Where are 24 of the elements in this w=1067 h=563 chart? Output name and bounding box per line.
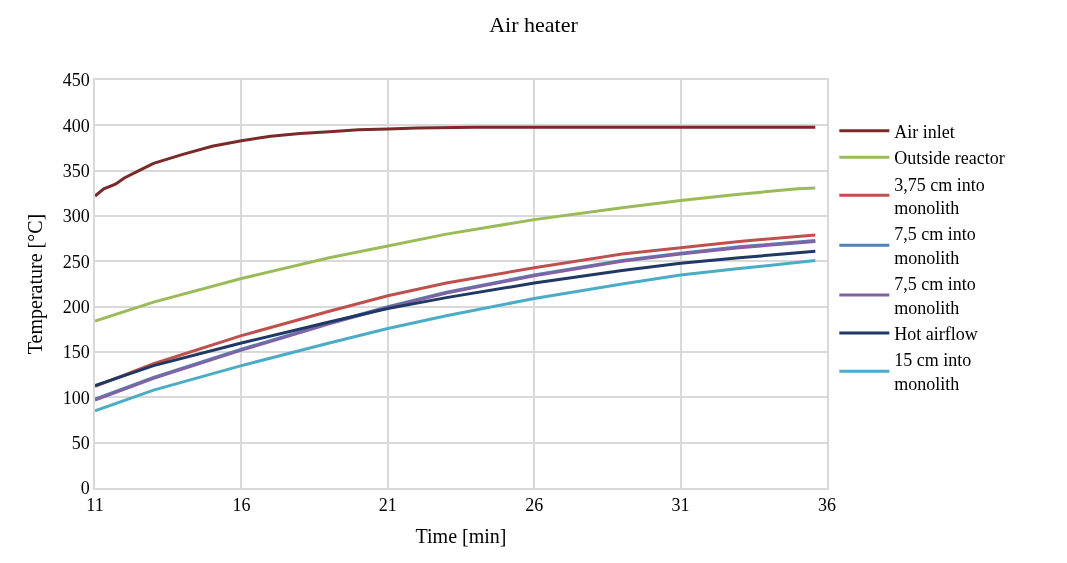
y-tick-label: 200 <box>62 296 90 317</box>
legend-label: 3,75 cm into monolith <box>894 174 985 219</box>
y-tick-label: 300 <box>62 206 90 227</box>
x-tick-label: 26 <box>525 495 544 516</box>
x-tick-label: 36 <box>818 495 836 516</box>
legend-label: Hot airflow <box>894 324 978 345</box>
y-axis-title: Temperature [°C] <box>23 213 47 355</box>
y-tick-label: 400 <box>62 115 90 136</box>
y-tick-label: 450 <box>62 70 90 91</box>
legend-label: Outside reactor <box>894 148 1005 169</box>
x-tick-label: 31 <box>671 495 690 516</box>
y-tick-label: 350 <box>62 160 90 181</box>
y-tick-label: 50 <box>71 432 90 453</box>
legend-label: 15 cm into monolith <box>894 350 972 394</box>
legend-label: Air inlet <box>894 121 955 142</box>
x-tick-label: 16 <box>232 495 251 516</box>
x-axis-title: Time [min] <box>415 525 507 548</box>
y-tick-label: 100 <box>62 387 90 408</box>
legend-label: 7,5 cm into monolith <box>894 224 976 268</box>
y-tick-label: 150 <box>62 342 90 363</box>
x-tick-label: 21 <box>378 495 397 516</box>
chart-title: Air heater <box>489 12 579 38</box>
legend-label: 7,5 cm into monolith <box>894 274 976 318</box>
y-tick-label: 250 <box>62 251 90 272</box>
